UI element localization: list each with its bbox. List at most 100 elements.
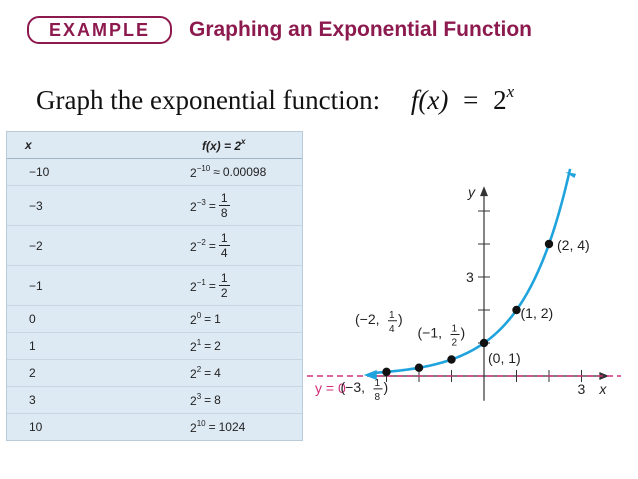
power: 20 <box>190 311 201 327</box>
power: 2−2 <box>190 238 206 254</box>
cell-value: 1 <box>214 312 221 326</box>
power-base: 2 <box>190 166 197 180</box>
point-label: (2, 4) <box>557 237 590 253</box>
cell-fx: 21 = 2 <box>112 338 302 354</box>
power: 21 <box>190 338 201 354</box>
cell-x: −2 <box>29 238 43 253</box>
cell-fx: 22 = 4 <box>112 365 302 381</box>
point-label-numerator: 1 <box>375 378 381 389</box>
fraction-numerator: 1 <box>218 271 230 286</box>
data-point <box>414 363 424 372</box>
data-point <box>447 355 456 364</box>
power-base: 2 <box>190 421 197 435</box>
relation-sign: = <box>204 393 212 407</box>
cell-x: 1 <box>29 339 36 353</box>
fraction-denominator: 2 <box>220 286 228 300</box>
power-exponent: 1 <box>196 338 202 347</box>
cell-fx: 2−10 ≈0.00098 <box>112 164 302 180</box>
point-label-prefix: (−2, <box>355 311 380 327</box>
power-base: 2 <box>190 279 197 294</box>
header-fx-label: f(x) = 2 <box>202 139 242 153</box>
example-badge: EXAMPLE <box>27 16 172 44</box>
relation-sign: = <box>204 339 212 353</box>
relation-sign: = <box>208 198 216 213</box>
x-axis-label: x <box>598 381 607 397</box>
x-axis-arrow <box>599 372 610 380</box>
values-table: x f(x) = 2x −10 2−10 ≈0.00098 −3 2−3 = 1 8 −2 2−2… <box>6 131 303 441</box>
cell-fx: 210 = 1024 <box>112 419 302 435</box>
power-base: 2 <box>190 340 197 354</box>
table-row: 10 210 = 1024 <box>7 414 302 440</box>
curve-arrow-up <box>565 171 577 178</box>
table-row: 3 23 = 8 <box>7 387 302 414</box>
relation-sign: = <box>204 312 212 326</box>
cell-fx: 20 = 1 <box>112 311 302 327</box>
power-base: 2 <box>190 394 197 408</box>
point-label-denominator: 2 <box>452 338 458 349</box>
table-body: −10 2−10 ≈0.00098 −3 2−3 = 1 8 −2 2−2 = 1 4 −1 2−1 = 1 2 0… <box>7 159 302 440</box>
relation-sign: = <box>208 278 216 293</box>
cell-fx: 2−1 = 1 2 <box>112 271 302 300</box>
function-exponent: x <box>506 82 515 101</box>
power-exponent: −3 <box>196 197 206 207</box>
point-label-numerator: 1 <box>452 324 458 335</box>
y-axis-arrow <box>480 186 488 197</box>
prompt-text: Graph the exponential function: <box>36 85 381 115</box>
power-exponent: 3 <box>196 392 202 401</box>
point-label-denominator: 4 <box>389 324 395 335</box>
function-base: 2 <box>493 85 507 115</box>
point-label-denominator: 8 <box>375 392 381 403</box>
cell-x: 3 <box>29 393 36 407</box>
power-base: 2 <box>190 367 197 381</box>
point-label-prefix: (−3, <box>341 379 366 395</box>
data-point <box>512 305 521 315</box>
relation-sign: = <box>208 238 216 253</box>
cell-fx: 23 = 8 <box>112 392 302 408</box>
cell-value: 2 <box>214 339 221 353</box>
table-row: −10 2−10 ≈0.00098 <box>7 159 302 186</box>
data-point <box>382 367 391 377</box>
fraction-denominator: 4 <box>220 246 228 260</box>
cell-value: 8 <box>214 393 221 407</box>
table-row: 2 22 = 4 <box>7 360 302 387</box>
point-label-suffix: ) <box>398 311 403 327</box>
y-tick-label: 3 <box>466 269 474 285</box>
point-label: (1, 2) <box>521 305 554 321</box>
power: 210 <box>190 419 206 435</box>
header-x: x <box>25 138 32 152</box>
power-exponent: 2 <box>196 365 202 374</box>
cell-fx: 2−2 = 1 4 <box>112 231 302 260</box>
y-axis-label: y <box>467 184 476 200</box>
relation-sign: = <box>204 366 212 380</box>
table-row: −2 2−2 = 1 4 <box>7 226 302 266</box>
curve-arrow-left <box>363 370 377 380</box>
power-exponent: 10 <box>196 419 206 428</box>
table-row: 1 21 = 2 <box>7 333 302 360</box>
power: 2−10 <box>190 164 210 180</box>
cell-value: 0.00098 <box>222 165 267 179</box>
table-row: −1 2−1 = 1 2 <box>7 266 302 306</box>
fraction-numerator: 1 <box>218 231 230 246</box>
x-tick-label: 3 <box>578 381 586 397</box>
cell-value: 1024 <box>218 420 246 434</box>
cell-x: 2 <box>29 366 36 380</box>
curve-line <box>373 168 572 375</box>
problem-statement: Graph the exponential function: f(x) = 2… <box>36 82 514 116</box>
cell-fx: 2−3 = 1 8 <box>112 191 302 220</box>
function-lhs: f(x) <box>410 85 449 115</box>
point-label-suffix: ) <box>384 379 389 395</box>
cell-value: 4 <box>214 366 221 380</box>
header-fx: f(x) = 2x <box>112 137 302 153</box>
power-base: 2 <box>190 199 197 214</box>
cell-x: 0 <box>29 312 36 326</box>
data-point <box>544 239 554 249</box>
example-title: Graphing an Exponential Function <box>189 18 533 41</box>
table-row: −3 2−3 = 1 8 <box>7 186 302 226</box>
power: 22 <box>190 365 201 381</box>
power: 2−1 <box>190 278 206 294</box>
power: 23 <box>190 392 201 408</box>
header-fx-exponent: x <box>241 137 246 146</box>
asymptote-label: y = 0 <box>315 380 346 396</box>
